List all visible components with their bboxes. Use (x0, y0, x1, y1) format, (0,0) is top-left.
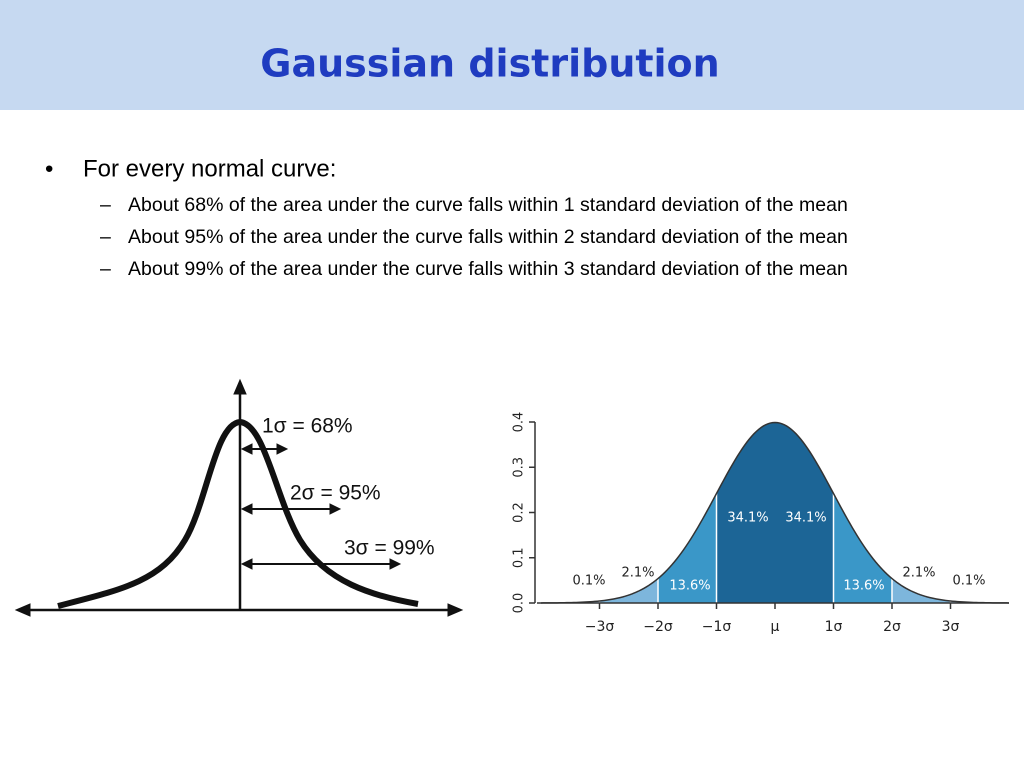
x-tick-label: 2σ (883, 619, 901, 635)
y-tick-label: 0.2 (512, 502, 527, 523)
y-tick-label: 0.4 (512, 412, 527, 433)
x-tick-label: 1σ (825, 619, 843, 635)
label: 3σ = 99% (344, 537, 435, 560)
normal-chart: −3σ −2σ −1σ μ 1σ 2σ 3σ 0.0 0.1 0.2 0.3 0.4 0.1% 2.1% 1… (512, 412, 1010, 635)
region-label: 13.6% (843, 579, 884, 594)
region-label: 13.6% (669, 579, 710, 594)
curve (540, 421, 1010, 604)
header-band (0, 0, 1024, 110)
region-label: 2.1% (902, 566, 935, 581)
x-tick-label: −1σ (702, 619, 732, 635)
y-tick-label: 0.1 (512, 547, 527, 568)
x-tick-label: μ (771, 619, 780, 635)
curve (57, 418, 419, 609)
y-tick-label: 0.0 (512, 593, 527, 614)
sub-bullet: About 95% of the area under the curve fa… (128, 226, 848, 248)
region-label: 34.1% (727, 511, 768, 526)
band (599, 578, 658, 603)
bullet: • (45, 155, 53, 182)
x-tick-label: −2σ (643, 619, 673, 635)
label: 1σ = 68% (262, 415, 353, 438)
arrowhead (240, 558, 253, 570)
x-tick-label: −3σ (585, 619, 615, 635)
arrowhead (240, 443, 253, 455)
label: 2σ = 95% (290, 482, 381, 505)
left-figure: 1σ = 68% 2σ = 95% 3σ = 99% (14, 378, 464, 617)
x-tick-label: 3σ (942, 619, 960, 635)
sub-bullet: About 99% of the area under the curve fa… (128, 258, 848, 280)
band (892, 578, 951, 603)
dash: – (100, 226, 111, 248)
dash: – (100, 194, 111, 216)
arrowhead (389, 558, 402, 570)
arrowhead (240, 503, 253, 515)
title: Gaussian distribution (260, 42, 719, 86)
region-label: 0.1% (572, 574, 605, 589)
arrowhead (447, 603, 464, 617)
region-label: 2.1% (621, 566, 654, 581)
y-tick-label: 0.3 (512, 457, 527, 478)
arrowhead (233, 378, 247, 395)
dash: – (100, 258, 111, 280)
arrowhead (276, 443, 289, 455)
bullet-text: For every normal curve: (83, 155, 336, 182)
region-label: 34.1% (785, 511, 826, 526)
sub-bullet: About 68% of the area under the curve fa… (128, 194, 848, 216)
arrowhead (14, 603, 31, 617)
arrowhead (329, 503, 342, 515)
region-label: 0.1% (952, 574, 985, 589)
